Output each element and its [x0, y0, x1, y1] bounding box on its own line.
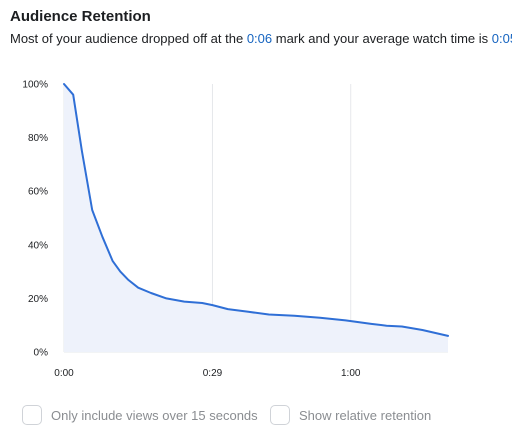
summary-text-prefix: Most of your audience dropped off at the [10, 31, 247, 46]
min-views-checkbox-box[interactable] [22, 405, 42, 425]
line-layer [63, 83, 449, 337]
relative-retention-checkbox-box[interactable] [270, 405, 290, 425]
summary-text-middle: mark and your average watch time is [272, 31, 492, 46]
min-views-checkbox[interactable]: Only include views over 15 seconds [22, 401, 258, 429]
average-watch-time: 0:05 [491, 31, 512, 46]
y-tick-label: 40% [28, 240, 48, 251]
x-tick-label: 0:29 [203, 368, 223, 379]
y-tick-label: 100% [22, 80, 48, 91]
retention-chart: 0% 20% 40% 60% 80% 100% 0:00 0:29 1:00 [22, 80, 449, 379]
retention-summary: Most of your audience dropped off at the… [10, 31, 512, 46]
y-tick-label: 20% [28, 294, 48, 305]
drop-off-time: 0:06 [246, 31, 273, 46]
relative-retention-label: Show relative retention [299, 407, 432, 423]
chart-options: Only include views over 15 seconds Show … [0, 401, 512, 431]
x-tick-label: 1:00 [341, 368, 361, 379]
area-layer [64, 84, 448, 352]
card-title: Audience Retention [10, 8, 151, 25]
y-tick-label: 60% [28, 187, 48, 198]
x-tick-label: 0:00 [54, 368, 74, 379]
retention-area [64, 84, 448, 352]
y-tick-label: 80% [28, 133, 48, 144]
relative-retention-checkbox[interactable]: Show relative retention [270, 401, 431, 429]
min-views-label: Only include views over 15 seconds [51, 407, 258, 423]
y-axis-ticks: 0% 20% 40% 60% 80% 100% [22, 80, 48, 359]
x-axis-ticks: 0:00 0:29 1:00 [54, 368, 361, 379]
y-tick-label: 0% [34, 348, 49, 359]
